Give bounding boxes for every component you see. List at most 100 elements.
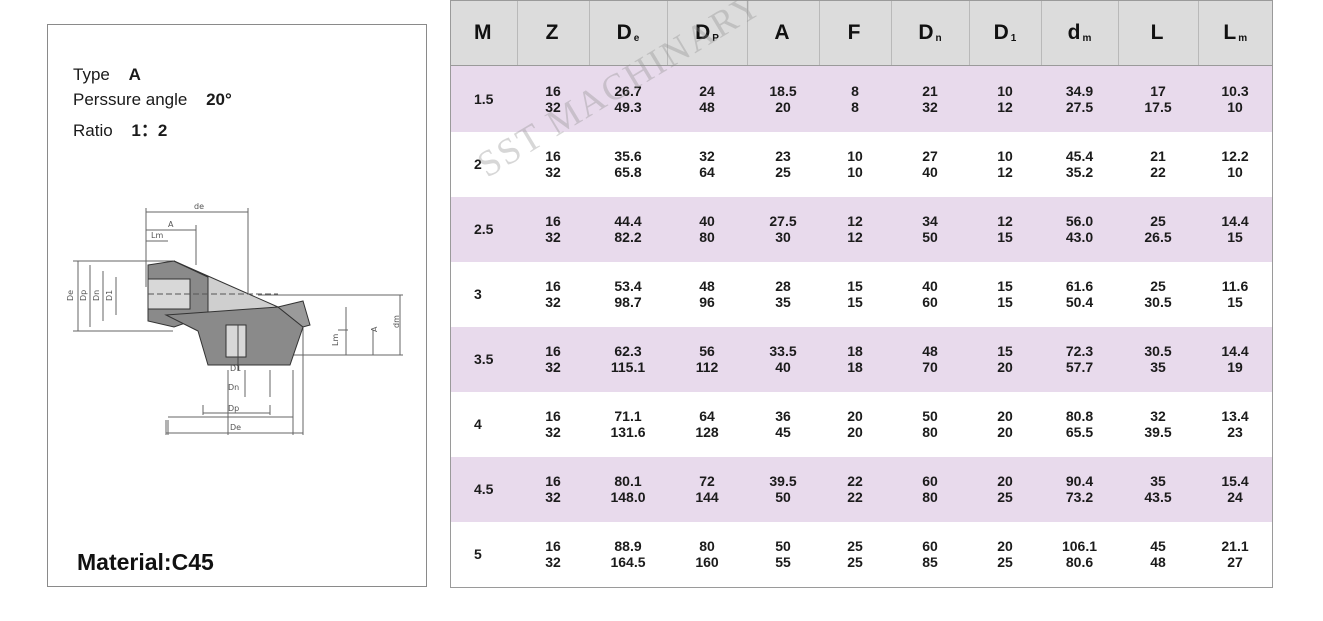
gear-value: 8 bbox=[851, 98, 859, 115]
gear-value: 80 bbox=[699, 229, 715, 246]
pressure-angle-value: 20° bbox=[206, 90, 232, 109]
table-cell: 60 85 bbox=[891, 521, 969, 587]
pinion-value: 10 bbox=[847, 148, 863, 165]
gear-value: 32 bbox=[545, 98, 561, 115]
label-dn-side: Dn bbox=[92, 290, 101, 301]
table-cell: 14.4 19 bbox=[1198, 326, 1272, 392]
gear-value: 48 bbox=[699, 98, 715, 115]
table-cell: 40 60 bbox=[891, 261, 969, 327]
gear-value: 39.5 bbox=[1144, 424, 1172, 441]
table-cell: 33.5 40 bbox=[747, 326, 819, 392]
pinion-value: 21.1 bbox=[1221, 538, 1249, 555]
pinion-value: 80.8 bbox=[1065, 408, 1094, 425]
gear-value: 80.6 bbox=[1065, 554, 1094, 571]
table-cell: 14.4 15 bbox=[1198, 196, 1272, 262]
table-cell: 64 128 bbox=[667, 391, 747, 457]
gear-value: 85 bbox=[922, 554, 938, 571]
table-cell: 80 160 bbox=[667, 521, 747, 587]
label-de-top: de bbox=[194, 202, 204, 211]
pinion-value: 64 bbox=[699, 408, 715, 425]
pinion-value: 10 bbox=[997, 148, 1013, 165]
pinion-value: 12 bbox=[997, 213, 1013, 230]
pinion-value: 10 bbox=[997, 82, 1013, 99]
module-cell: 2.5 bbox=[451, 196, 517, 262]
table-cell: 80.1 148.0 bbox=[589, 456, 667, 522]
pinion-value: 50 bbox=[775, 538, 791, 555]
pinion-value: 23 bbox=[775, 148, 791, 165]
table-cell: 106.1 80.6 bbox=[1041, 521, 1118, 587]
pinion-value: 16 bbox=[545, 148, 561, 165]
ratio-label: Ratio bbox=[73, 121, 113, 140]
gear-value: 22 bbox=[1150, 164, 1166, 181]
pinion-value: 61.6 bbox=[1065, 278, 1094, 295]
table-cell: 44.4 82.2 bbox=[589, 196, 667, 262]
pinion-value: 72.3 bbox=[1065, 343, 1094, 360]
gear-value: 27.5 bbox=[1065, 98, 1094, 115]
table-cell: 15 15 bbox=[819, 261, 891, 327]
ratio-value: 1：2 bbox=[131, 121, 168, 140]
pinion-value: 10.3 bbox=[1221, 82, 1249, 99]
table-cell: 17 17.5 bbox=[1118, 65, 1198, 132]
pinion-value: 27.5 bbox=[769, 213, 797, 230]
table-body: 1.5 16 32 26.7 49.3 24 48 18.5 20 8 8 21 32 10 12 34.9 2… bbox=[451, 65, 1272, 587]
pinion-value: 34.9 bbox=[1065, 82, 1094, 99]
table-cell: 60 80 bbox=[891, 456, 969, 522]
table-cell: 13.4 23 bbox=[1198, 391, 1272, 457]
table-cell: 24 48 bbox=[667, 65, 747, 132]
table-cell: 48 70 bbox=[891, 326, 969, 392]
table-cell: 32 64 bbox=[667, 131, 747, 197]
table-cell: 27.5 30 bbox=[747, 196, 819, 262]
table-cell: 80.8 65.5 bbox=[1041, 391, 1118, 457]
pinion-value: 15 bbox=[997, 343, 1013, 360]
gear-value: 43.0 bbox=[1065, 229, 1094, 246]
table-cell: 88.9 164.5 bbox=[589, 521, 667, 587]
pinion-value: 88.9 bbox=[614, 538, 642, 555]
gear-value: 20 bbox=[775, 98, 791, 115]
label-dn-bottom: Dn bbox=[228, 383, 239, 392]
table-cell: 18 18 bbox=[819, 326, 891, 392]
module-cell: 4.5 bbox=[451, 456, 517, 522]
pinion-value: 16 bbox=[545, 278, 561, 295]
pinion-value: 60 bbox=[922, 473, 938, 490]
gear-value: 12 bbox=[997, 98, 1013, 115]
gear-value: 32 bbox=[545, 424, 561, 441]
label-dp-side: Dp bbox=[79, 290, 88, 301]
pinion-value: 20 bbox=[847, 408, 863, 425]
label-lm-right: Lm bbox=[331, 334, 340, 346]
gear-value: 35 bbox=[775, 294, 791, 311]
table-cell: 16 32 bbox=[517, 131, 589, 197]
col-f: F bbox=[819, 1, 892, 66]
gear-value: 15 bbox=[997, 294, 1013, 311]
gear-value: 23 bbox=[1227, 424, 1243, 441]
pinion-value: 28 bbox=[775, 278, 791, 295]
table-cell: 15.4 24 bbox=[1198, 456, 1272, 522]
pinion-value: 50 bbox=[922, 408, 938, 425]
pinion-value: 72 bbox=[699, 473, 715, 490]
gear-value: 32 bbox=[922, 98, 938, 115]
gear-value: 10 bbox=[847, 164, 863, 181]
gear-value: 50 bbox=[775, 489, 791, 506]
gear-value: 43.5 bbox=[1144, 489, 1172, 506]
table-cell: 62.3 115.1 bbox=[589, 326, 667, 392]
table-cell: 50 80 bbox=[891, 391, 969, 457]
pinion-value: 21 bbox=[1150, 148, 1166, 165]
pinion-value: 16 bbox=[545, 213, 561, 230]
gear-value: 40 bbox=[922, 164, 938, 181]
table-cell: 16 32 bbox=[517, 261, 589, 327]
gear-value: 64 bbox=[699, 164, 715, 181]
gear-value: 115.1 bbox=[610, 359, 646, 376]
gear-value: 25 bbox=[775, 164, 791, 181]
table-cell: 23 25 bbox=[747, 131, 819, 197]
label-dm-right: dm bbox=[392, 315, 401, 328]
pinion-value: 17 bbox=[1150, 82, 1166, 99]
pinion-value: 16 bbox=[545, 473, 561, 490]
table-row: 3.5 16 32 62.3 115.1 56 112 33.5 40 18 18 48 70 15 20 7… bbox=[451, 326, 1272, 392]
table-cell: 21.1 27 bbox=[1198, 521, 1272, 587]
table-cell: 21 22 bbox=[1118, 131, 1198, 197]
table-cell: 16 32 bbox=[517, 65, 589, 132]
pinion-value: 106.1 bbox=[1061, 538, 1098, 555]
gear-value: 25 bbox=[847, 554, 863, 571]
